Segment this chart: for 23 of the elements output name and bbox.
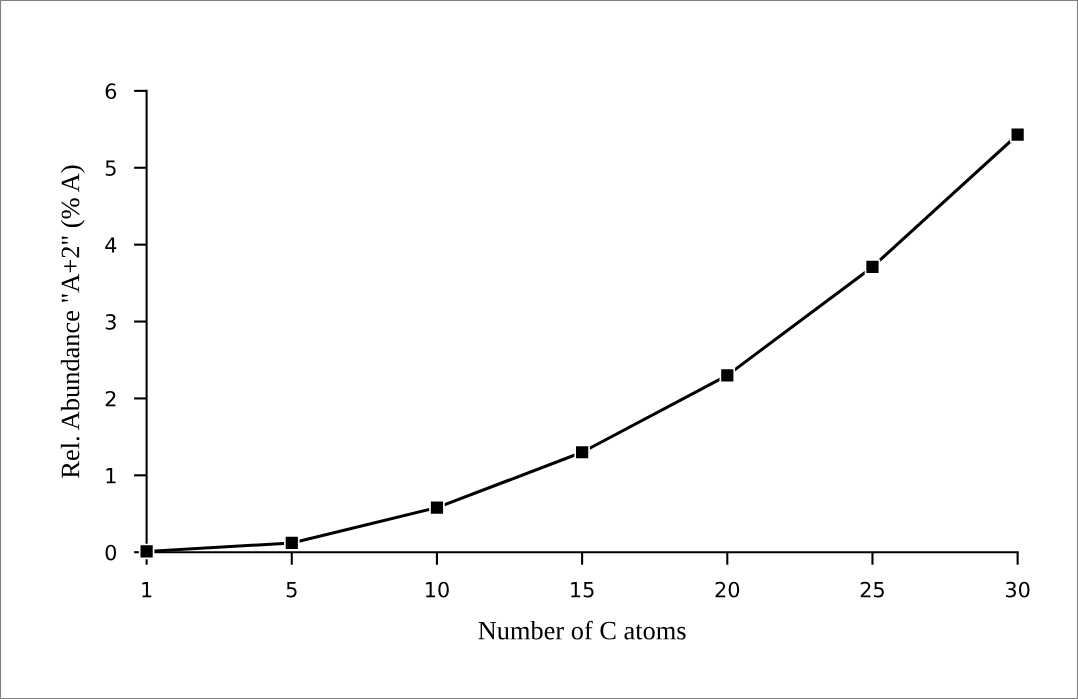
x-tick-label: 20	[715, 581, 740, 598]
point	[283, 535, 300, 551]
y-axis-title: Rel. Abundance "A+2" (% A)	[60, 165, 85, 478]
y-tick-label: 1	[106, 468, 116, 484]
x-tick-label: 30	[1005, 581, 1030, 598]
x-tick-label: 25	[860, 581, 884, 598]
y-tick-label: 2	[105, 390, 116, 407]
point	[864, 259, 881, 275]
y-tick-label: 3	[105, 313, 116, 330]
point	[574, 444, 590, 461]
point	[138, 543, 155, 560]
x-tick-label: 15	[571, 582, 594, 598]
point	[719, 367, 736, 384]
y-tick-label: 0	[105, 544, 117, 561]
point	[1009, 126, 1026, 143]
x-tick-label: 10	[425, 581, 449, 598]
y-tick-label: 6	[105, 83, 117, 100]
y-tick-label: 4	[105, 237, 117, 253]
point	[429, 499, 445, 516]
x-axis-title: Number of C atoms	[478, 620, 686, 640]
x-tick-label: 5	[286, 582, 297, 598]
x-tick-label: 1	[142, 582, 152, 598]
y-tick-label: 5	[105, 160, 116, 176]
